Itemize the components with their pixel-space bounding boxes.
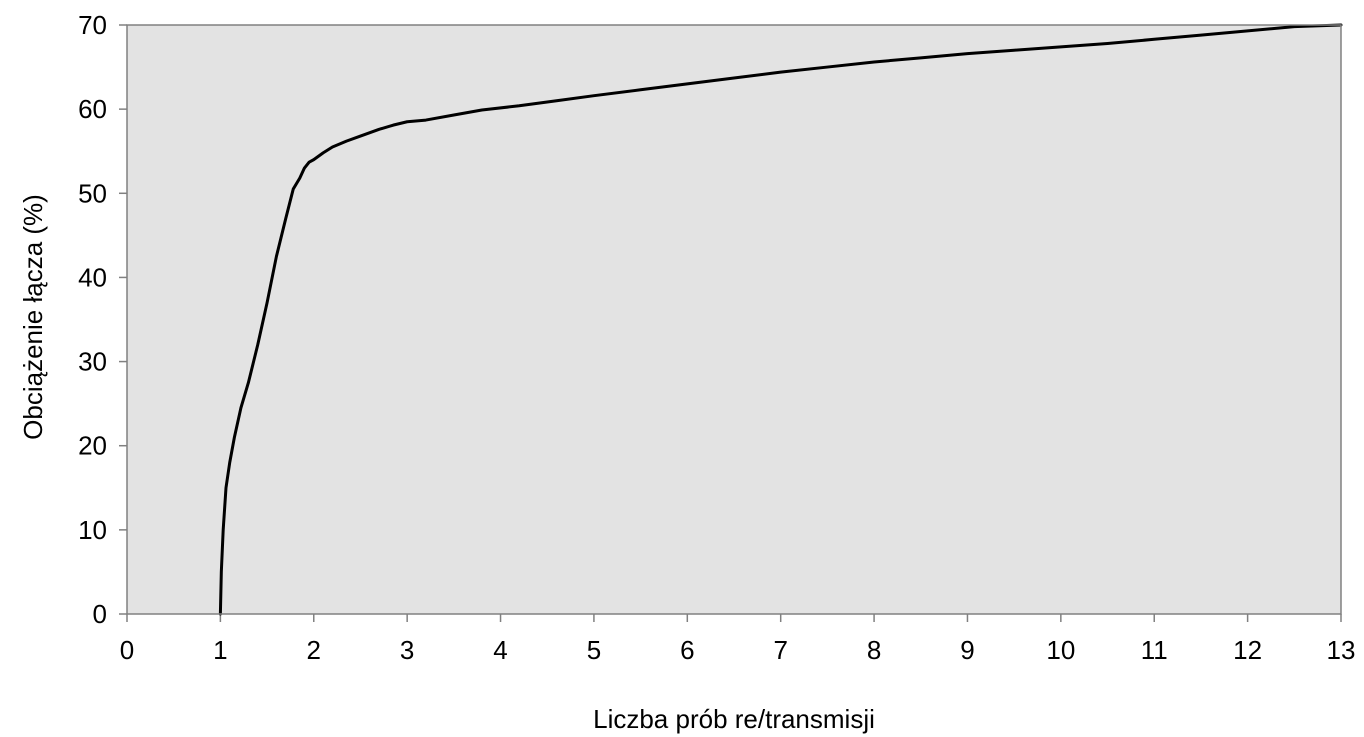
x-tick-label: 0 — [120, 635, 134, 665]
x-axis-tick-labels: 0 1 2 3 4 5 6 7 8 9 10 11 12 13 — [120, 635, 1356, 665]
x-axis-ticks — [126, 614, 1342, 622]
x-tick-label: 10 — [1046, 635, 1075, 665]
x-tick-label: 4 — [493, 635, 507, 665]
x-tick-label: 5 — [587, 635, 601, 665]
y-tick-label: 30 — [78, 347, 107, 377]
y-tick-label: 60 — [78, 94, 107, 124]
x-tick-label: 2 — [307, 635, 321, 665]
x-tick-label: 6 — [680, 635, 694, 665]
y-tick-label: 20 — [78, 431, 107, 461]
x-tick-label: 12 — [1233, 635, 1262, 665]
x-tick-label: 13 — [1327, 635, 1356, 665]
y-tick-label: 10 — [78, 515, 107, 545]
x-tick-label: 9 — [960, 635, 974, 665]
y-tick-label: 40 — [78, 262, 107, 292]
y-tick-label: 0 — [93, 599, 107, 629]
y-tick-label: 70 — [78, 10, 107, 40]
x-tick-label: 8 — [867, 635, 881, 665]
plot-area — [127, 25, 1341, 614]
x-tick-label: 3 — [400, 635, 414, 665]
y-axis-ticks — [119, 24, 127, 615]
y-tick-label: 50 — [78, 178, 107, 208]
series-line — [218, 23, 1343, 616]
y-axis-tick-labels: 0 10 20 30 40 50 60 70 — [78, 10, 107, 629]
x-tick-label: 7 — [773, 635, 787, 665]
y-axis-title: Obciążenie łącza (%) — [18, 194, 48, 440]
x-axis-title: Liczba prób re/transmisji — [593, 704, 875, 734]
plot-frame — [126, 24, 1342, 615]
x-tick-label: 1 — [213, 635, 227, 665]
x-tick-label: 11 — [1141, 635, 1168, 665]
